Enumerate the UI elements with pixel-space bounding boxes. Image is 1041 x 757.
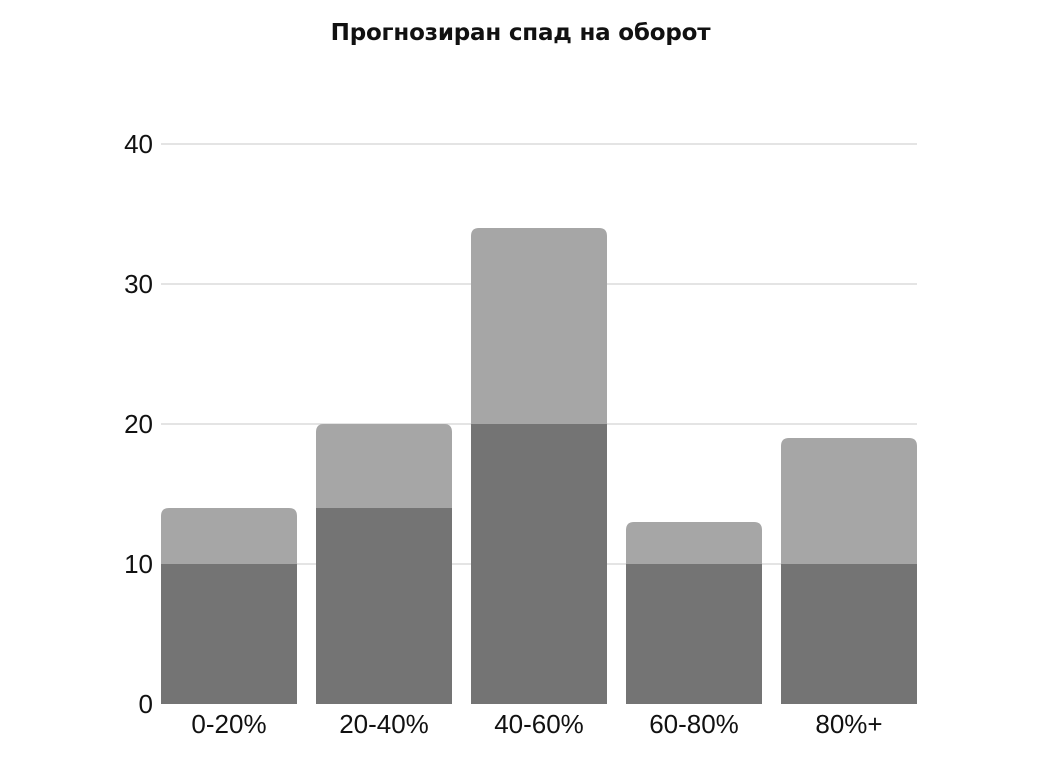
x-category-label: 0-20%: [191, 709, 266, 739]
y-tick-label: 40: [124, 129, 153, 159]
x-category-label: 80%+: [815, 709, 882, 739]
bar-80%+-segment-1: [781, 564, 917, 704]
bar-60-80%-segment-1: [626, 564, 762, 704]
bars: [161, 228, 917, 704]
bar-0-20%-segment-1: [161, 564, 297, 704]
y-tick-label: 10: [124, 549, 153, 579]
y-tick-label: 20: [124, 409, 153, 439]
y-tick-label: 0: [139, 689, 153, 719]
x-axis-categories: 0-20% 20-40% 40-60% 60-80% 80%+: [191, 709, 882, 739]
bar-40-60%-segment-2: [471, 228, 607, 424]
bar-40-60%-segment-1: [471, 424, 607, 704]
x-category-label: 20-40%: [339, 709, 429, 739]
bar-20-40%-segment-1: [316, 508, 452, 704]
x-category-label: 60-80%: [649, 709, 739, 739]
bar-60-80%-segment-2: [626, 522, 762, 564]
y-tick-label: 30: [124, 269, 153, 299]
x-category-label: 40-60%: [494, 709, 584, 739]
bar-80%+-segment-2: [781, 438, 917, 564]
bar-20-40%-segment-2: [316, 424, 452, 508]
bar-0-20%-segment-2: [161, 508, 297, 564]
y-axis-ticks: 0 10 20 30 40: [124, 129, 153, 719]
chart-title: Прогнозиран спад на оборот: [330, 20, 711, 46]
